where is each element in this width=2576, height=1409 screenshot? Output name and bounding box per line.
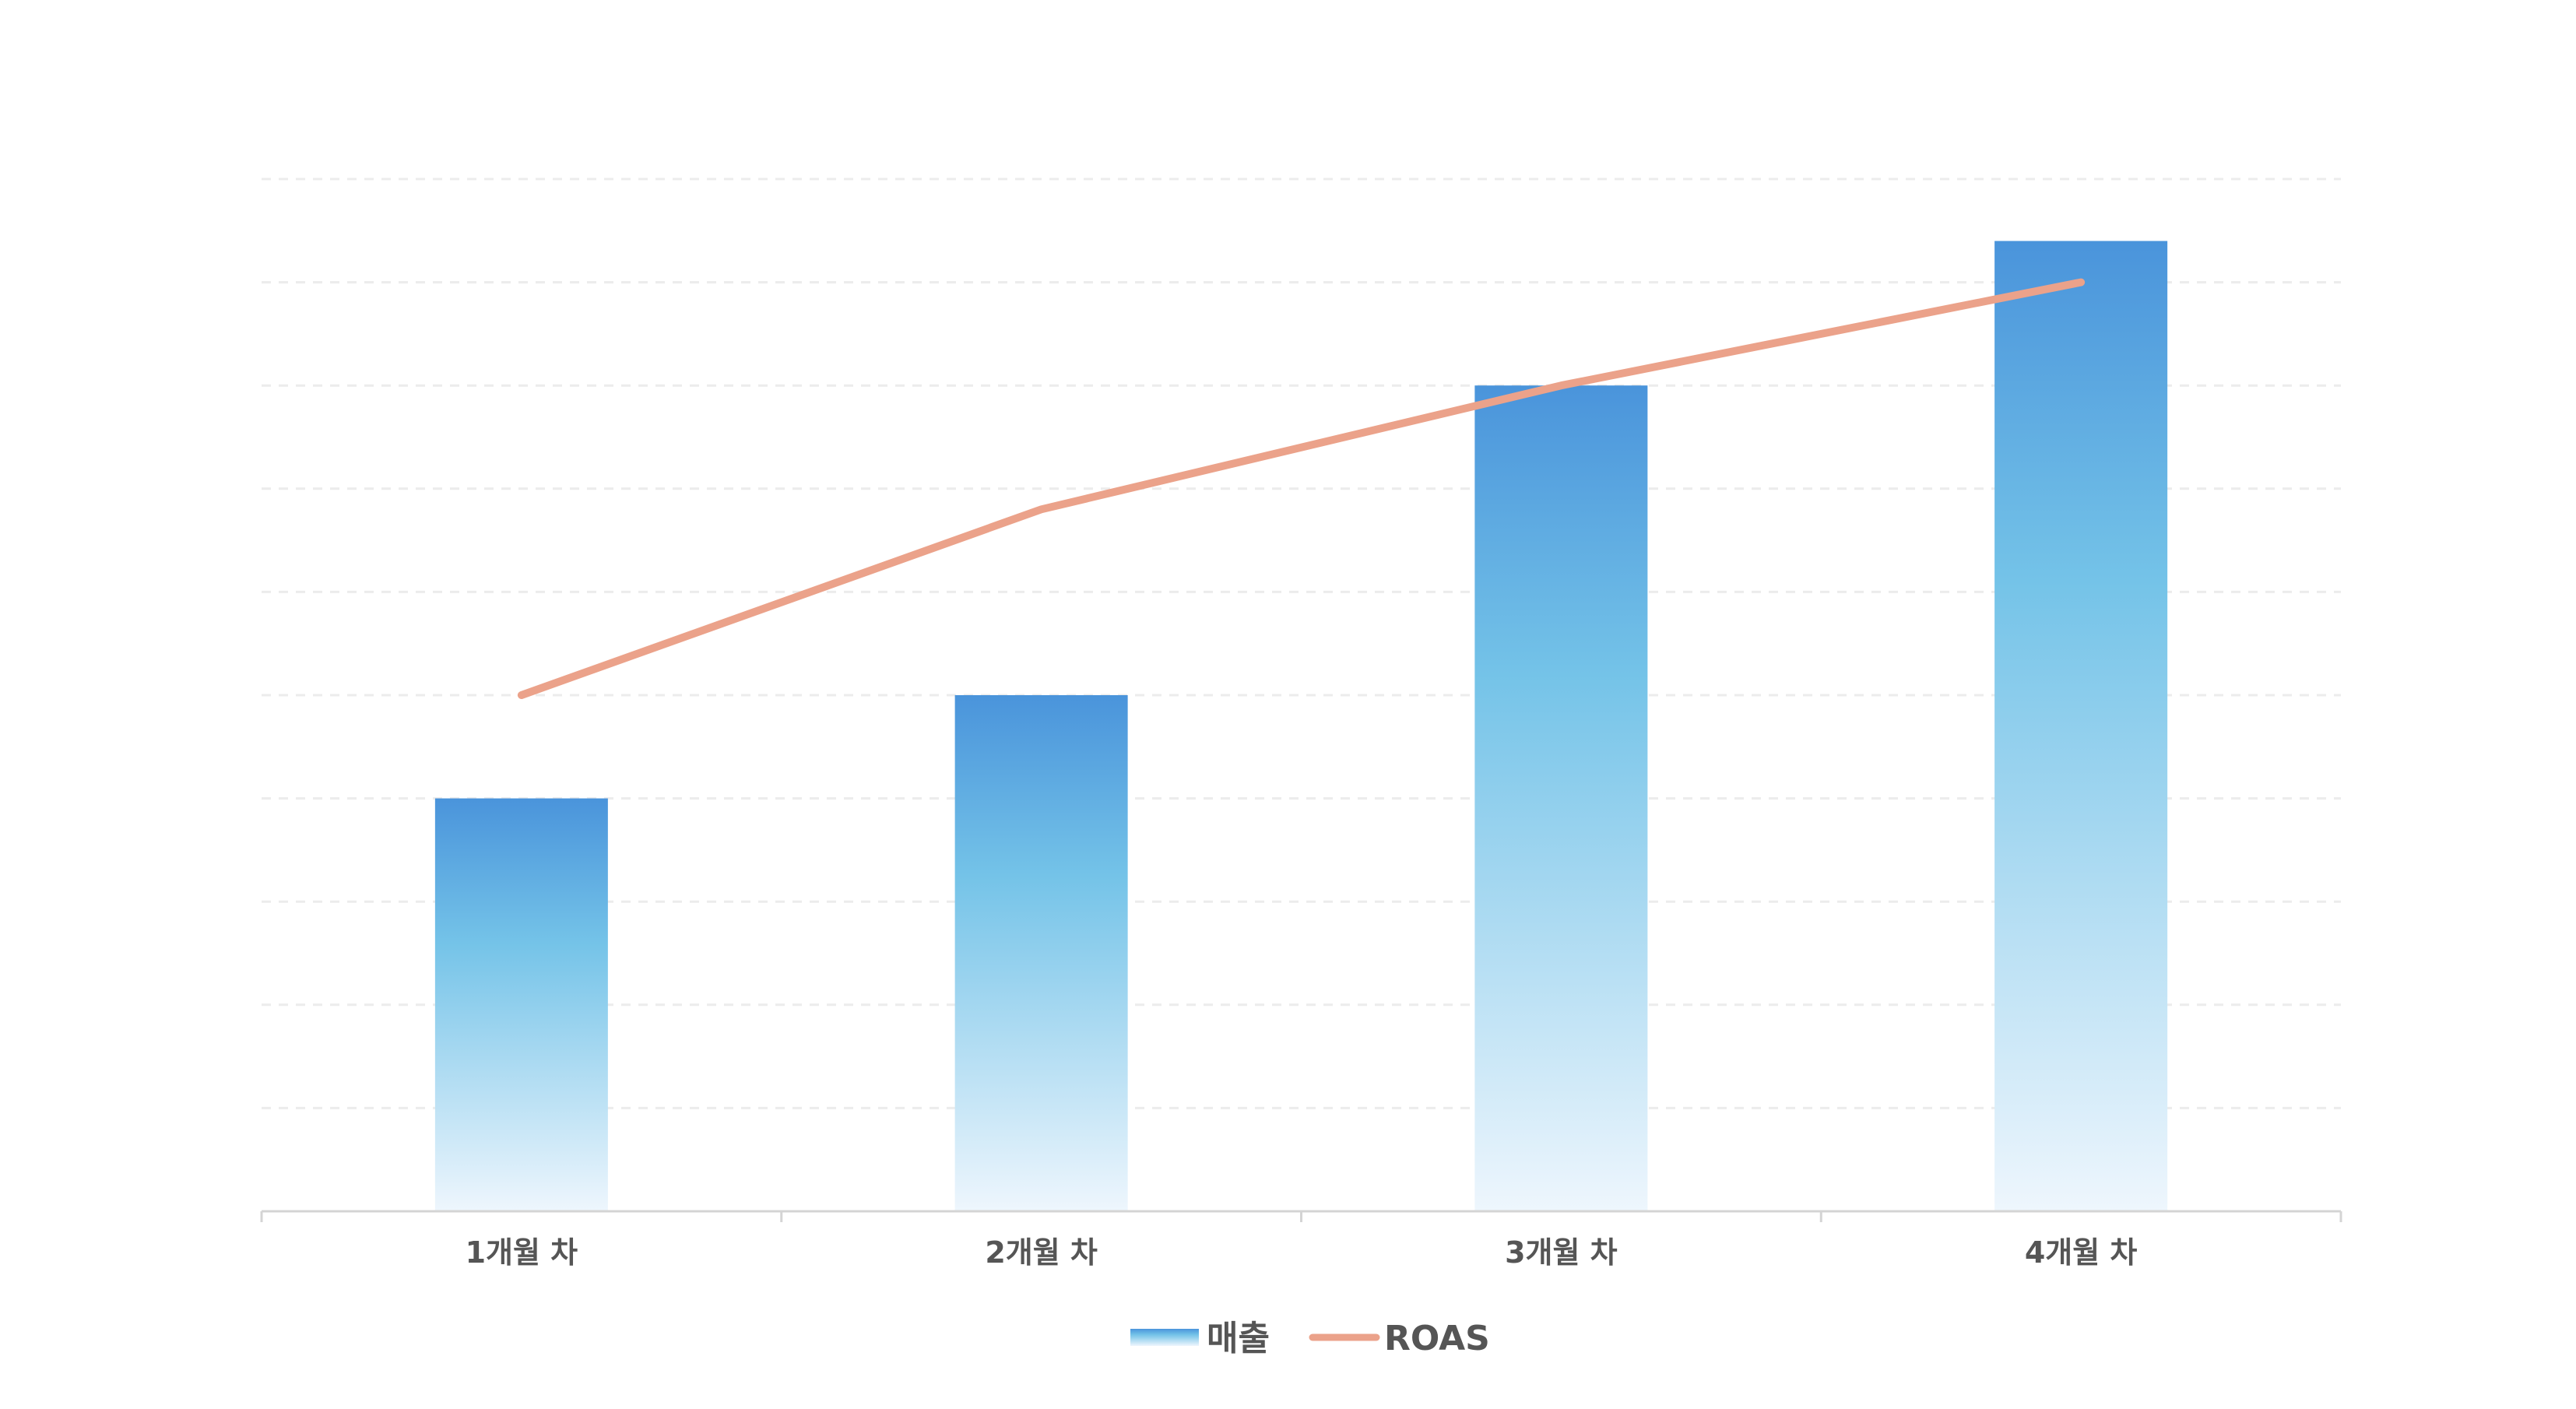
roas-line — [517, 278, 2086, 699]
legend: 매출 ROAS — [1130, 1319, 1490, 1358]
bar — [954, 695, 1128, 1211]
bar — [1474, 385, 1648, 1212]
x-tick-label: 1개월 차 — [466, 1235, 578, 1270]
bar — [434, 798, 608, 1211]
x-tick-label: 4개월 차 — [2025, 1235, 2138, 1270]
line-series — [517, 278, 2086, 699]
bar-series — [434, 241, 2168, 1212]
gridlines — [262, 177, 2341, 1109]
bar — [1994, 241, 2168, 1211]
x-tick-labels: 1개월 차 2개월 차 3개월 차 4개월 차 — [466, 1235, 2138, 1270]
legend-label-sales: 매출 — [1207, 1319, 1270, 1358]
x-tick-label: 2개월 차 — [985, 1235, 1098, 1270]
legend-swatch-sales — [1130, 1329, 1199, 1346]
legend-label-roas: ROAS — [1384, 1319, 1490, 1358]
x-axis — [260, 1210, 2342, 1222]
x-tick-label: 3개월 차 — [1505, 1235, 1618, 1270]
